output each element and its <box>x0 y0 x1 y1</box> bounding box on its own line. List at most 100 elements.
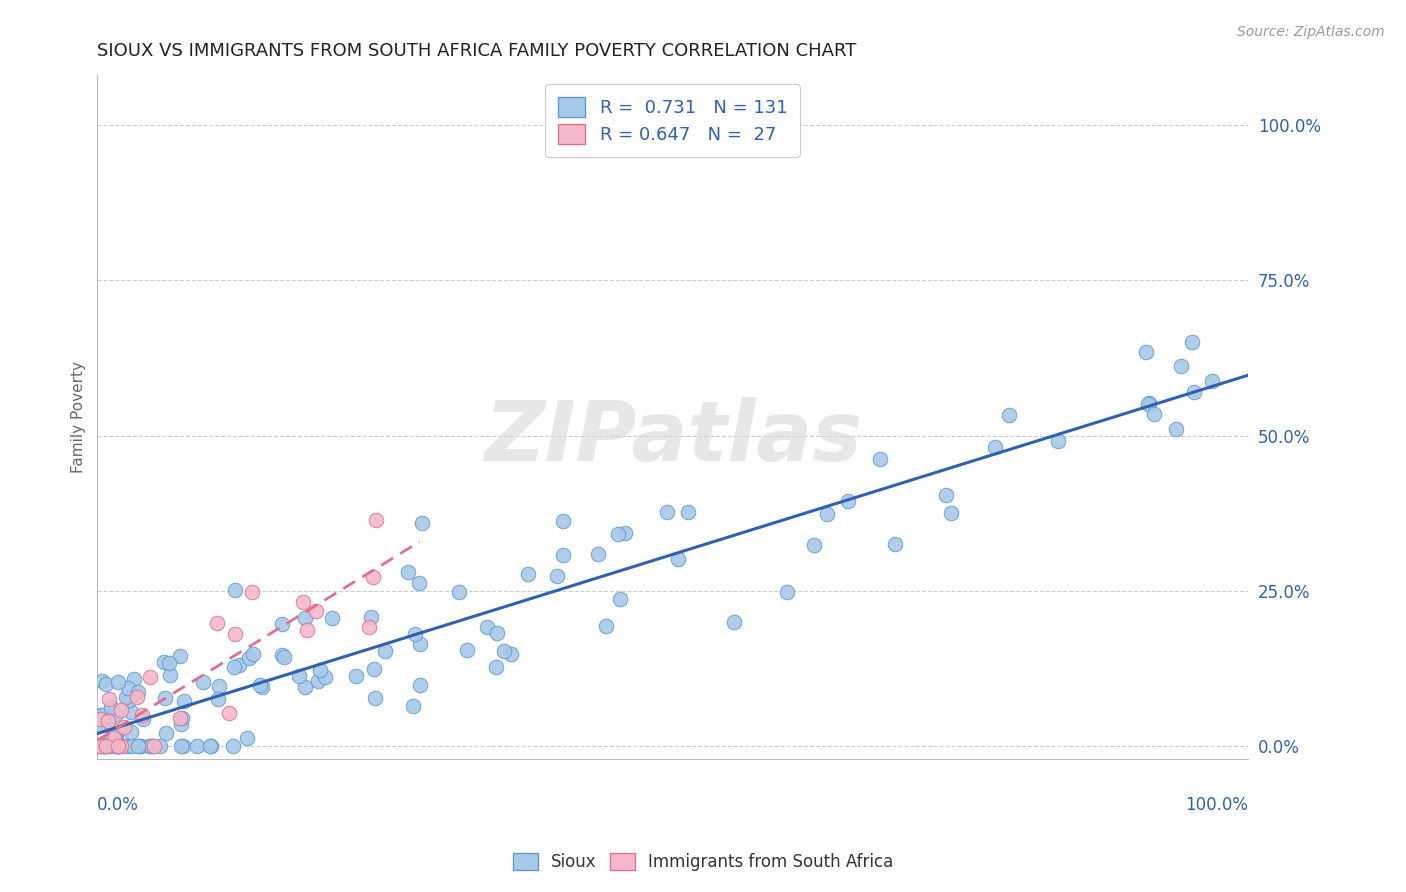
Point <box>408 637 430 651</box>
Point <box>249 678 271 692</box>
Point <box>207 679 229 693</box>
Text: Source: ZipAtlas.com: Source: ZipAtlas.com <box>1237 25 1385 39</box>
Point <box>89 739 111 754</box>
Point <box>118 693 141 707</box>
Point <box>96 739 118 754</box>
Point <box>366 513 388 527</box>
Point <box>1181 335 1204 350</box>
Point <box>125 690 148 705</box>
Point <box>291 595 314 609</box>
Point <box>499 647 522 661</box>
Point <box>492 644 515 658</box>
Point <box>250 680 273 694</box>
Point <box>108 739 131 754</box>
Point <box>815 508 838 522</box>
Point <box>97 739 120 754</box>
Point <box>153 655 176 669</box>
Point <box>153 690 176 705</box>
Point <box>837 494 859 508</box>
Point <box>90 674 112 689</box>
Point <box>321 611 343 625</box>
Point <box>606 527 628 541</box>
Point <box>115 690 138 705</box>
Point <box>173 694 195 708</box>
Point <box>101 739 124 754</box>
Point <box>149 739 172 754</box>
Point <box>240 585 263 599</box>
Point <box>98 692 121 706</box>
Point <box>107 739 129 754</box>
Point <box>294 680 316 694</box>
Point <box>609 592 631 607</box>
Point <box>553 548 575 562</box>
Point <box>359 620 381 634</box>
Point <box>142 739 165 754</box>
Point <box>402 698 425 713</box>
Point <box>110 703 132 717</box>
Point <box>120 725 142 739</box>
Point <box>120 705 142 719</box>
Point <box>127 739 149 754</box>
Point <box>314 670 336 684</box>
Point <box>666 552 689 566</box>
Point <box>205 615 228 630</box>
Point <box>941 506 963 520</box>
Point <box>105 739 128 754</box>
Point <box>517 567 540 582</box>
Point <box>224 626 246 640</box>
Point <box>200 739 222 753</box>
Point <box>127 685 149 699</box>
Point <box>114 739 136 754</box>
Point <box>121 739 143 754</box>
Point <box>122 672 145 686</box>
Point <box>408 576 430 591</box>
Point <box>1143 407 1166 421</box>
Point <box>93 739 115 754</box>
Point <box>107 674 129 689</box>
Point <box>294 611 316 625</box>
Point <box>273 650 295 665</box>
Point <box>456 643 478 657</box>
Point <box>170 710 193 724</box>
Point <box>586 547 609 561</box>
Point <box>89 739 111 754</box>
Text: SIOUX VS IMMIGRANTS FROM SOUTH AFRICA FAMILY POVERTY CORRELATION CHART: SIOUX VS IMMIGRANTS FROM SOUTH AFRICA FA… <box>97 42 856 60</box>
Point <box>138 670 160 684</box>
Point <box>170 717 193 731</box>
Point <box>271 617 294 632</box>
Point <box>159 668 181 682</box>
Point <box>242 647 264 661</box>
Point <box>110 739 132 754</box>
Y-axis label: Family Poverty: Family Poverty <box>72 361 86 473</box>
Point <box>89 739 111 754</box>
Point <box>477 620 499 634</box>
Point <box>138 739 160 754</box>
Point <box>288 669 311 683</box>
Point <box>107 739 129 754</box>
Point <box>235 731 257 745</box>
Point <box>129 739 152 754</box>
Point <box>546 569 568 583</box>
Point <box>776 585 799 599</box>
Point <box>131 712 153 726</box>
Point <box>93 739 115 754</box>
Point <box>94 739 117 754</box>
Point <box>305 604 328 618</box>
Point <box>404 627 426 641</box>
Point <box>935 488 957 502</box>
Text: ZIPatlas: ZIPatlas <box>484 397 862 478</box>
Text: 100.0%: 100.0% <box>1185 797 1249 814</box>
Point <box>657 505 679 519</box>
Point <box>90 708 112 723</box>
Point <box>374 644 396 658</box>
Point <box>87 717 110 731</box>
Point <box>105 707 128 722</box>
Point <box>551 514 574 528</box>
Point <box>222 660 245 674</box>
Point <box>169 649 191 664</box>
Point <box>1170 359 1192 373</box>
Point <box>361 570 384 584</box>
Point <box>270 648 292 662</box>
Point <box>222 739 245 754</box>
Point <box>1047 434 1070 449</box>
